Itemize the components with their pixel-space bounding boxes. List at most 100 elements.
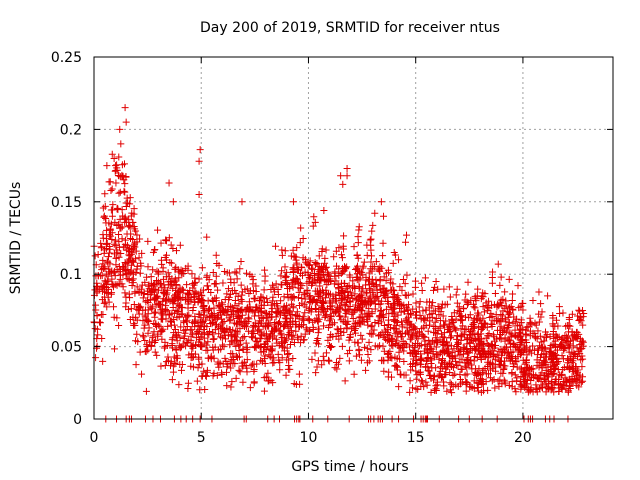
data-point <box>479 314 487 322</box>
data-point <box>401 329 409 337</box>
data-point <box>251 308 259 316</box>
data-point <box>244 314 252 322</box>
data-point <box>434 285 442 293</box>
data-point <box>194 298 202 306</box>
data-point <box>538 343 546 351</box>
data-point <box>430 329 438 337</box>
data-point <box>367 235 375 243</box>
data-point <box>108 150 116 158</box>
data-point <box>444 341 452 349</box>
data-point <box>572 377 580 385</box>
data-point <box>152 322 160 330</box>
data-point <box>265 377 273 385</box>
data-point <box>417 315 425 323</box>
data-point <box>262 330 270 338</box>
data-point <box>336 305 344 313</box>
data-point <box>517 372 525 380</box>
data-point <box>111 236 119 244</box>
data-point <box>129 218 137 226</box>
data-point <box>367 286 375 294</box>
data-point <box>332 359 340 367</box>
data-point <box>478 345 486 353</box>
data-point <box>566 322 574 330</box>
data-point <box>517 316 525 324</box>
data-point <box>104 253 112 261</box>
data-point <box>177 323 185 331</box>
data-point <box>192 341 200 349</box>
data-point <box>102 235 110 243</box>
data-point <box>315 276 323 284</box>
data-point <box>557 336 565 344</box>
data-point <box>315 293 323 301</box>
data-point <box>446 293 454 301</box>
data-point <box>172 293 180 301</box>
data-point <box>558 352 566 360</box>
data-point <box>210 280 218 288</box>
data-point <box>257 328 265 336</box>
data-point <box>531 333 539 341</box>
data-point <box>328 306 336 314</box>
data-point <box>448 361 456 369</box>
data-point <box>99 231 107 239</box>
data-point <box>336 303 344 311</box>
data-point <box>337 172 345 180</box>
data-point <box>362 276 370 284</box>
data-point <box>343 325 351 333</box>
data-point <box>574 347 582 355</box>
data-point <box>313 260 321 268</box>
data-point <box>378 356 386 364</box>
data-point <box>240 333 248 341</box>
data-point <box>300 336 308 344</box>
data-point <box>111 218 119 226</box>
data-point <box>390 316 398 324</box>
data-point <box>252 303 260 311</box>
data-point <box>456 313 464 321</box>
data-point <box>169 368 177 376</box>
data-point <box>430 307 438 315</box>
data-point <box>370 326 378 334</box>
data-point <box>381 287 389 295</box>
data-point <box>233 275 241 283</box>
data-point <box>402 238 410 246</box>
data-point <box>261 309 269 317</box>
data-point <box>538 362 546 370</box>
data-point <box>418 325 426 333</box>
data-point <box>169 315 177 323</box>
data-point <box>576 307 584 315</box>
data-point <box>364 297 372 305</box>
data-point <box>321 254 329 262</box>
data-point <box>577 356 585 364</box>
data-point <box>532 381 540 389</box>
data-point <box>409 325 417 333</box>
data-point <box>474 285 482 293</box>
data-point <box>189 307 197 315</box>
data-point <box>276 308 284 316</box>
data-point <box>558 370 566 378</box>
data-point <box>132 361 140 369</box>
data-point <box>249 323 257 331</box>
data-point <box>325 317 333 325</box>
data-point <box>112 254 120 262</box>
data-point <box>198 330 206 338</box>
data-point <box>123 194 131 202</box>
data-point <box>263 295 271 303</box>
data-point <box>188 330 196 338</box>
data-point <box>232 342 240 350</box>
data-point <box>126 194 134 202</box>
data-point <box>147 342 155 350</box>
data-point <box>357 356 365 364</box>
data-point <box>407 335 415 343</box>
data-point <box>412 385 420 393</box>
data-point <box>160 295 168 303</box>
data-point <box>576 371 584 379</box>
data-point <box>110 269 118 277</box>
data-point <box>140 290 148 298</box>
data-point <box>372 282 380 290</box>
data-point <box>161 284 169 292</box>
data-point <box>184 262 192 270</box>
data-point <box>390 308 398 316</box>
plot-frame <box>93 56 614 420</box>
data-point <box>388 354 396 362</box>
data-point <box>418 286 426 294</box>
